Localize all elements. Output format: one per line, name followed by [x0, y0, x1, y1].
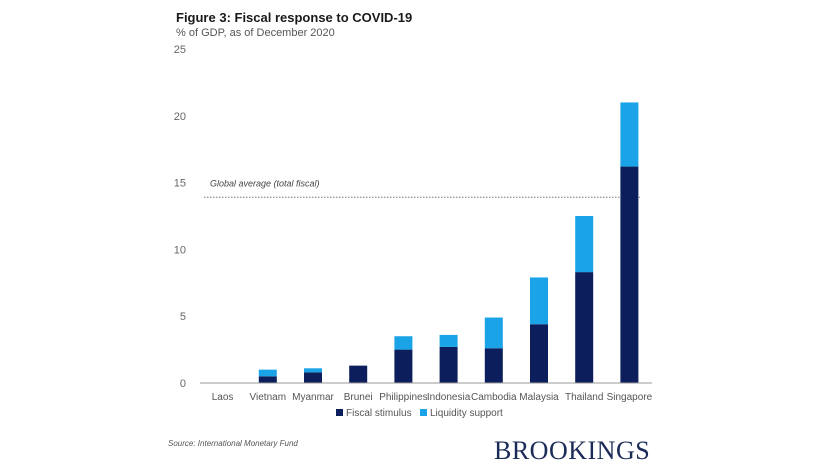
bar-fiscal-stimulus	[575, 272, 594, 383]
bar-fiscal-stimulus	[439, 346, 458, 383]
y-tick-label: 0	[180, 378, 186, 390]
source-note: Source: International Monetary Fund	[168, 439, 298, 448]
x-tick-label: Philippines	[379, 392, 427, 403]
x-tick-label: Singapore	[607, 392, 653, 403]
bar-fiscal-stimulus	[304, 372, 322, 383]
legend-label: Liquidity support	[430, 408, 503, 419]
bar-liquidity-support	[530, 277, 548, 325]
bar-liquidity-support	[304, 368, 322, 373]
bar-fiscal-stimulus	[394, 349, 413, 383]
bar-liquidity-support	[439, 334, 458, 347]
bar-liquidity-support	[484, 317, 503, 349]
bar-fiscal-stimulus	[349, 365, 368, 383]
x-tick-label: Indonesia	[427, 392, 471, 403]
x-tick-label: Laos	[212, 392, 234, 403]
y-tick-label: 20	[174, 111, 186, 123]
y-tick-label: 15	[174, 178, 186, 190]
bar-fiscal-stimulus	[484, 348, 503, 383]
chart-title: Figure 3: Fiscal response to COVID-19	[176, 10, 413, 25]
chart-subtitle: % of GDP, as of December 2020	[176, 27, 335, 39]
bar-liquidity-support	[258, 369, 277, 377]
x-tick-label: Brunei	[344, 392, 373, 403]
bar-fiscal-stimulus	[620, 166, 639, 383]
y-tick-label: 25	[174, 44, 186, 56]
bar-liquidity-support	[575, 216, 594, 273]
y-tick-label: 10	[174, 244, 186, 256]
bar-fiscal-stimulus	[258, 376, 277, 383]
legend-label: Fiscal stimulus	[346, 408, 412, 419]
bar-liquidity-support	[620, 102, 639, 167]
bar-fiscal-stimulus	[530, 324, 548, 383]
y-tick-label: 5	[180, 311, 186, 323]
bar-liquidity-support	[394, 336, 413, 350]
legend-swatch-fiscal-stimulus	[336, 409, 343, 416]
x-tick-label: Vietnam	[250, 392, 287, 403]
x-tick-label: Malaysia	[519, 392, 559, 403]
brookings-logo: BROOKINGS	[494, 436, 651, 465]
reference-line-label: Global average (total fiscal)	[210, 178, 320, 188]
legend-swatch-liquidity-support	[420, 409, 427, 416]
x-tick-label: Myanmar	[292, 392, 334, 403]
x-tick-label: Cambodia	[471, 392, 517, 403]
x-tick-label: Thailand	[565, 392, 603, 403]
